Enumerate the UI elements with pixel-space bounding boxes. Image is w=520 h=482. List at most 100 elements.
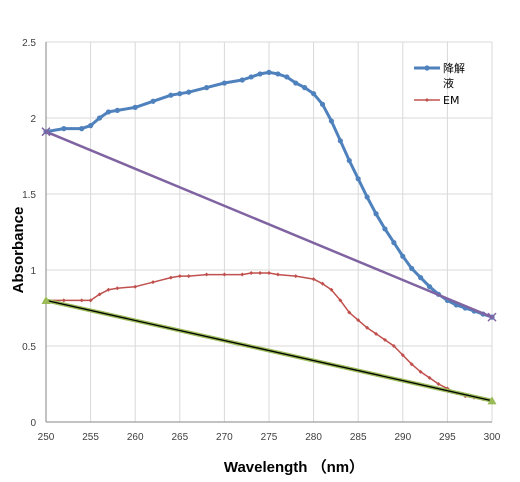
series-4	[41, 295, 497, 405]
data-point	[356, 318, 361, 323]
data-point	[177, 274, 182, 279]
legend-entry: 降解液	[414, 61, 465, 90]
legend: 降解液 EM	[414, 61, 465, 107]
data-point	[347, 310, 352, 315]
data-point	[400, 353, 405, 358]
data-point	[425, 98, 429, 102]
data-point	[373, 211, 379, 217]
x-tick-label: 270	[216, 432, 233, 443]
data-point	[382, 337, 387, 342]
data-point	[436, 382, 441, 386]
data-point	[319, 101, 326, 107]
y-tick-label: 2	[30, 114, 36, 125]
tick-labels: 250 255 260 265 270 275 280 285 290 295 300 0 0.5 1 1.…	[22, 38, 501, 443]
data-point	[61, 298, 66, 303]
data-point	[151, 280, 156, 285]
data-point	[329, 287, 334, 292]
x-tick-label: 250	[38, 432, 55, 443]
data-point	[106, 287, 111, 292]
data-point	[186, 89, 192, 95]
data-point	[267, 271, 271, 276]
data-point	[365, 325, 370, 330]
data-point	[320, 281, 325, 286]
data-point	[311, 91, 317, 97]
data-point	[311, 277, 316, 282]
data-point	[337, 138, 343, 144]
data-point	[105, 109, 112, 115]
data-point	[400, 253, 406, 259]
data-point	[418, 275, 424, 281]
x-tick-label: 275	[261, 432, 278, 443]
data-point	[240, 272, 245, 277]
data-point	[239, 77, 245, 83]
legend-label: EM	[443, 94, 459, 107]
data-point	[222, 272, 227, 277]
data-point	[338, 298, 343, 303]
data-point	[275, 71, 281, 77]
data-point	[177, 91, 183, 97]
data-point	[150, 98, 156, 104]
data-point	[168, 92, 174, 98]
data-point	[382, 226, 388, 232]
data-point	[79, 126, 85, 132]
series-line	[45, 130, 493, 319]
legend-label: 降解	[443, 61, 465, 75]
data-point	[115, 286, 120, 291]
data-point	[487, 312, 497, 322]
data-point	[249, 271, 254, 276]
data-point	[418, 369, 423, 374]
x-tick-label: 260	[127, 432, 144, 443]
series-layer	[41, 69, 497, 405]
y-tick-label: 0	[30, 418, 36, 429]
legend-entry: EM	[414, 94, 459, 107]
data-point	[79, 298, 84, 303]
data-point	[427, 375, 432, 380]
legend-label-continued: 液	[443, 76, 454, 90]
axes	[45, 42, 492, 423]
x-axis-title: Wavelength （nm）	[224, 458, 364, 476]
x-tick-label: 290	[394, 432, 411, 443]
x-tick-label: 285	[350, 432, 367, 443]
data-point	[114, 107, 120, 113]
data-point	[391, 344, 396, 348]
data-point	[346, 157, 352, 164]
data-point	[284, 74, 290, 80]
data-point	[257, 71, 263, 77]
data-point	[266, 69, 272, 75]
series-1	[43, 69, 495, 320]
x-tick-label: 255	[82, 432, 99, 443]
series-line	[45, 299, 493, 402]
data-point	[168, 275, 173, 280]
data-point	[424, 65, 430, 71]
x-tick-label: 280	[305, 432, 322, 443]
y-tick-label: 0.5	[22, 342, 36, 353]
data-point	[61, 126, 67, 132]
data-point	[186, 274, 191, 279]
data-point	[132, 104, 138, 110]
data-point	[487, 396, 497, 405]
data-point	[355, 176, 361, 182]
y-tick-label: 2.5	[22, 38, 36, 49]
y-tick-label: 1.5	[22, 190, 36, 201]
y-tick-label: 1	[30, 266, 36, 277]
data-point	[203, 85, 210, 91]
data-point	[41, 295, 51, 304]
data-point	[302, 85, 308, 91]
data-point	[328, 118, 335, 124]
data-point	[293, 274, 298, 279]
data-point	[409, 362, 414, 367]
data-point	[204, 272, 209, 277]
series-3	[41, 127, 497, 322]
y-axis-title: Absorbance	[10, 207, 27, 294]
data-point	[409, 265, 415, 272]
data-point	[275, 272, 280, 277]
data-point	[374, 331, 379, 336]
data-point	[258, 271, 263, 276]
data-point	[364, 194, 370, 200]
data-point	[248, 74, 254, 80]
series-2	[44, 271, 494, 403]
data-point	[426, 284, 433, 290]
data-point	[293, 80, 299, 86]
data-point	[41, 127, 51, 137]
